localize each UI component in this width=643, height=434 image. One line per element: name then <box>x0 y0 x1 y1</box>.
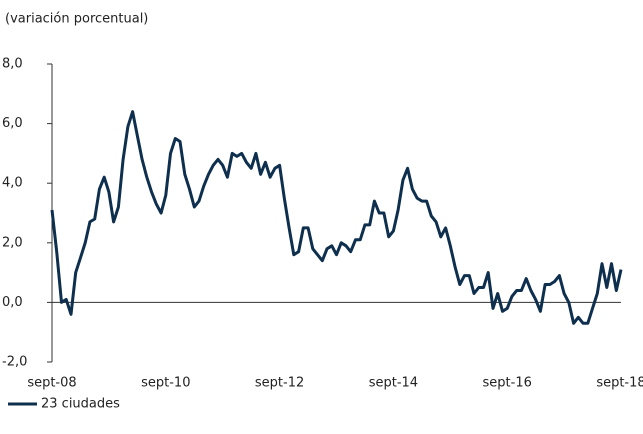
y-tick-label: 0,0 <box>2 295 23 310</box>
legend-label: 23 ciudades <box>41 397 120 412</box>
x-tick-label: sept-14 <box>369 376 418 391</box>
chart-title: (variación porcentual) <box>5 12 148 27</box>
y-tick-label: -2,0 <box>2 355 27 370</box>
series-line <box>50 110 623 325</box>
x-tick-label: sept-08 <box>27 376 76 391</box>
y-tick-label: 8,0 <box>2 57 23 72</box>
x-tick-label: sept-10 <box>141 376 190 391</box>
x-tick-label: sept-18 <box>596 376 643 391</box>
y-tick-label: 4,0 <box>2 176 23 191</box>
x-tick-label: sept-16 <box>483 376 532 391</box>
y-tick-label: 2,0 <box>2 235 23 250</box>
x-tick-label: sept-12 <box>255 376 304 391</box>
y-tick-label: 6,0 <box>2 116 23 131</box>
